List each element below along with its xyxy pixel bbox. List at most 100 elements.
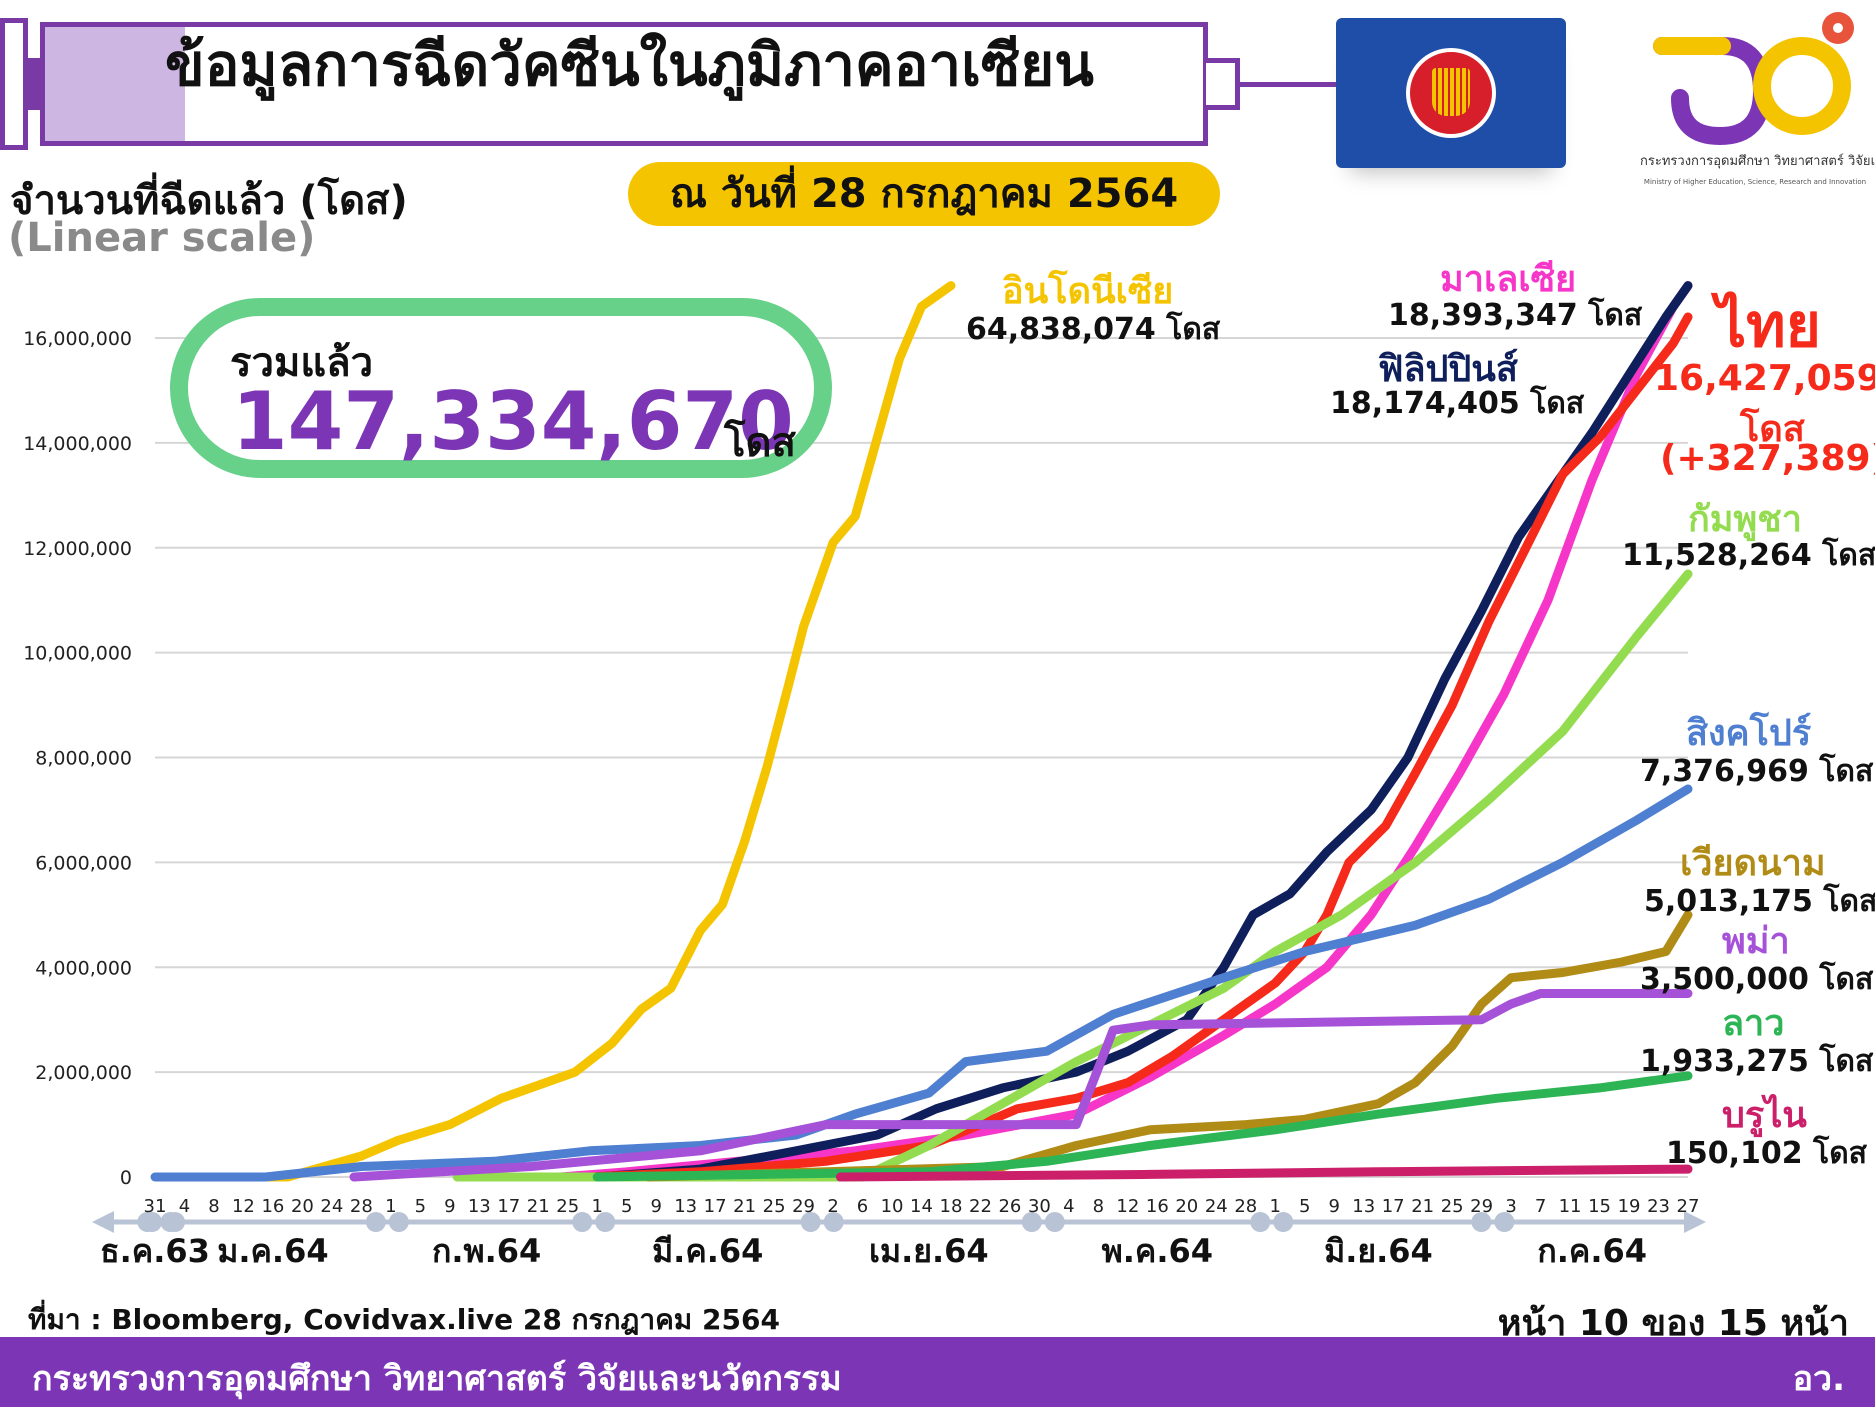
timeline-arrow-right-head — [1684, 1211, 1706, 1233]
series-line-6 — [644, 910, 1693, 1182]
label-laos-value: 1,933,275 โดส — [1640, 1044, 1874, 1079]
label-thailand-change: (+327,389) — [1660, 438, 1875, 479]
label-cambodia-name: กัมพูชา — [1688, 499, 1802, 540]
y-tick-label: 4,000,000 — [35, 957, 132, 979]
x-tick-label: 21 — [1411, 1196, 1434, 1217]
asean-flag-icon — [1336, 18, 1566, 168]
y-tick-label: 2,000,000 — [35, 1062, 132, 1084]
series-line-4 — [452, 569, 1693, 1182]
label-brunei-name: บรูไน — [1722, 1095, 1807, 1136]
vaccination-line-chart: 0 2,000,000 4,000,000 6,000,000 8,000,000 10,… — [23, 281, 1706, 1270]
x-tick-label: 30 — [1028, 1196, 1051, 1217]
x-tick-label: 2 — [827, 1196, 838, 1217]
label-malaysia-value: 18,393,347 โดส — [1388, 298, 1643, 333]
month-label: เม.ย.64 — [869, 1232, 989, 1270]
y-tick-label: 8,000,000 — [35, 748, 132, 770]
month-marker-dot — [595, 1212, 616, 1232]
label-cambodia-value: 11,528,264 โดส — [1622, 538, 1875, 573]
label-malaysia-name: มาเลเซีย — [1440, 259, 1577, 300]
x-tick-label: 4 — [1063, 1196, 1074, 1217]
month-label: ก.ค.64 — [1537, 1232, 1647, 1270]
x-tick-label: 9 — [650, 1196, 661, 1217]
ministry-name-th: กระทรวงการอุดมศึกษา วิทยาศาสตร์ วิจัยและ… — [1640, 154, 1875, 169]
x-tick-label: 25 — [556, 1196, 579, 1217]
x-tick-label: 9 — [444, 1196, 455, 1217]
series-line-7 — [349, 989, 1693, 1182]
x-tick-label: 29 — [1470, 1196, 1493, 1217]
date-badge: ณ วันที่ 28 กรกฎาคม 2564 — [628, 162, 1220, 226]
x-tick-label: 17 — [497, 1196, 520, 1217]
footer-bar — [0, 1337, 1875, 1407]
y-tick-label: 0 — [120, 1167, 132, 1189]
syringe-fill-decoration — [45, 27, 185, 141]
x-tick-label: 19 — [1618, 1196, 1641, 1217]
syringe-plunger-decoration — [28, 58, 42, 110]
x-tick-label: 14 — [910, 1196, 933, 1217]
y-axis-title: จำนวนที่ฉีดแล้ว (โดส) — [10, 178, 408, 224]
x-tick-label: 17 — [1382, 1196, 1405, 1217]
month-marker-dot — [1273, 1212, 1294, 1232]
y-tick-label: 12,000,000 — [23, 538, 132, 560]
syringe-needle-decoration — [1240, 82, 1340, 87]
x-tick-label: 31 — [144, 1196, 167, 1217]
month-label: มี.ค.64 — [652, 1232, 763, 1270]
y-tick-label: 14,000,000 — [23, 433, 132, 455]
month-marker-dot — [1471, 1212, 1492, 1232]
series-line-1 — [555, 281, 1693, 1182]
x-tick-label: 13 — [674, 1196, 697, 1217]
ministry-name-en: Ministry of Higher Education, Science, R… — [1643, 178, 1867, 186]
x-tick-label: 17 — [704, 1196, 727, 1217]
month-marker-dot — [137, 1212, 158, 1232]
footer-ministry-name: กระทรวงการอุดมศึกษา วิทยาศาสตร์ วิจัยและ… — [32, 1359, 842, 1399]
label-brunei-value: 150,102 โดส — [1666, 1136, 1867, 1171]
series-line-9 — [835, 1164, 1693, 1182]
x-tick-label: 13 — [468, 1196, 491, 1217]
x-tick-label: 28 — [350, 1196, 373, 1217]
x-tick-label: 5 — [621, 1196, 632, 1217]
x-tick-label: 12 — [1116, 1196, 1139, 1217]
total-doses-box — [170, 298, 832, 478]
label-singapore-value: 7,376,969 โดส — [1640, 754, 1874, 789]
x-tick-label: 5 — [415, 1196, 426, 1217]
x-tick-label: 1 — [1270, 1196, 1281, 1217]
x-tick-label: 23 — [1647, 1196, 1670, 1217]
x-tick-label: 8 — [1093, 1196, 1104, 1217]
y-tick-label: 16,000,000 — [23, 328, 132, 350]
x-tick-label: 22 — [969, 1196, 992, 1217]
x-tick-label: 25 — [763, 1196, 786, 1217]
x-tick-label: 1 — [591, 1196, 602, 1217]
month-marker-dot — [572, 1212, 593, 1232]
x-tick-label: 26 — [998, 1196, 1021, 1217]
syringe-neck-decoration — [1206, 58, 1240, 110]
y-tick-label: 6,000,000 — [35, 852, 132, 874]
total-value: 147,334,670 — [232, 375, 794, 468]
x-tick-label: 12 — [232, 1196, 255, 1217]
series-line-0 — [238, 281, 956, 1182]
month-marker-dot — [800, 1212, 821, 1232]
label-indonesia-name: อินโดนีเซีย — [1002, 271, 1174, 312]
x-tick-label: 10 — [881, 1196, 904, 1217]
x-tick-label: 29 — [792, 1196, 815, 1217]
month-marker-dot — [1021, 1212, 1042, 1232]
asean-emblem-circle — [1406, 48, 1496, 138]
label-indonesia-value: 64,838,074 โดส — [966, 312, 1221, 347]
label-thailand-value: 16,427,059 — [1654, 358, 1875, 399]
label-philippines-value: 18,174,405 โดส — [1330, 386, 1585, 421]
total-unit: โดส — [724, 420, 796, 466]
month-label: ม.ค.64 — [217, 1232, 328, 1270]
scale-note: (Linear scale) — [8, 215, 316, 261]
label-singapore-name: สิงคโปร์ — [1686, 713, 1812, 754]
month-marker-dot — [160, 1212, 181, 1232]
month-marker-dot — [1044, 1212, 1065, 1232]
month-marker-dot — [823, 1212, 844, 1232]
series-line-8 — [592, 1071, 1693, 1182]
ministry-logo-icon — [1653, 12, 1854, 146]
series-line-5 — [150, 784, 1693, 1182]
month-marker-dot — [1250, 1212, 1271, 1232]
timeline-arrow-left-head — [92, 1211, 114, 1233]
x-tick-label: 7 — [1535, 1196, 1546, 1217]
label-vietnam-name: เวียดนาม — [1680, 843, 1826, 884]
x-tick-label: 16 — [1146, 1196, 1169, 1217]
x-tick-label: 6 — [857, 1196, 868, 1217]
x-tick-label: 16 — [261, 1196, 284, 1217]
